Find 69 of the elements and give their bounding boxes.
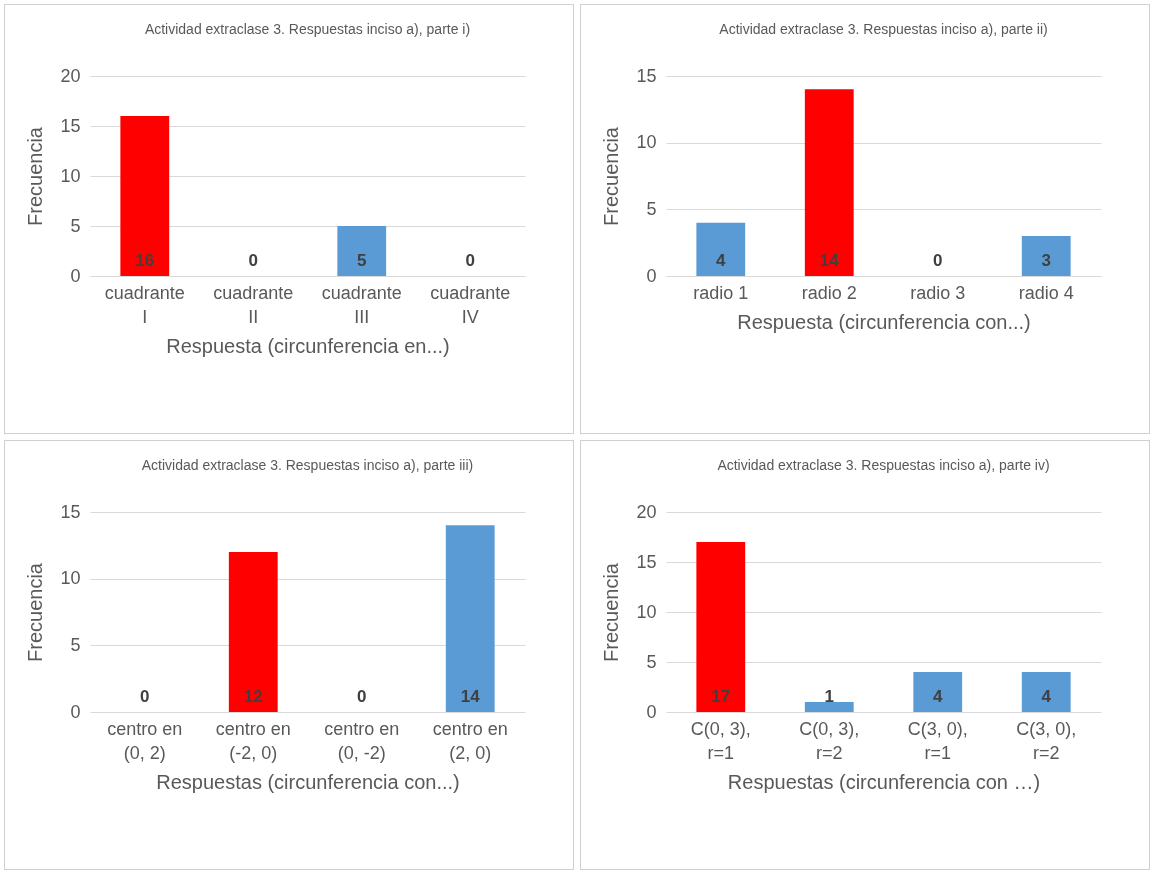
x-tick-label: centro en (0, -2) xyxy=(324,718,400,763)
y-tick-label: 10 xyxy=(60,568,81,589)
x-tick-label: radio 2 xyxy=(801,282,857,303)
x-tick-label: cuadrante II xyxy=(213,282,294,327)
x-tick-label: cuadrante I xyxy=(104,282,185,327)
y-tick-label: 20 xyxy=(60,65,81,86)
data-label: 1 xyxy=(824,687,834,706)
data-label: 14 xyxy=(819,251,840,270)
y-tick-label: 0 xyxy=(70,265,81,286)
bar xyxy=(696,222,746,276)
x-axis-title: Respuestas (circunferencia con...) xyxy=(156,770,460,793)
data-label: 4 xyxy=(716,251,727,270)
x-tick-label: cuadrante IV xyxy=(430,282,511,327)
data-label: 4 xyxy=(1041,687,1052,706)
y-tick-label: 0 xyxy=(646,701,657,722)
y-tick-label: 10 xyxy=(636,601,657,622)
data-label: 3 xyxy=(1041,251,1051,270)
x-tick-label: C(3, 0), r=1 xyxy=(907,718,968,763)
y-tick-label: 5 xyxy=(70,634,81,655)
bar xyxy=(1021,672,1071,712)
data-label: 4 xyxy=(933,687,944,706)
x-axis-title: Respuesta (circunferencia en...) xyxy=(166,334,450,357)
x-tick-label: radio 1 xyxy=(693,282,749,303)
y-tick-label: 15 xyxy=(60,501,81,522)
data-label: 0 xyxy=(465,251,475,270)
y-axis-title: Frecuencia xyxy=(24,126,47,226)
y-tick-label: 20 xyxy=(636,501,657,522)
x-tick-label: radio 3 xyxy=(910,282,966,303)
data-label: 16 xyxy=(135,251,155,270)
y-tick-label: 15 xyxy=(60,115,81,136)
y-tick-label: 5 xyxy=(646,198,657,219)
data-label: 14 xyxy=(460,687,481,706)
chart-title: Actividad extraclase 3. Respuestas inciso a), parte ii) xyxy=(719,21,1048,37)
x-tick-label: C(0, 3), r=1 xyxy=(690,718,751,763)
bar xyxy=(804,89,854,276)
bar xyxy=(696,542,746,712)
chart-title: Actividad extraclase 3. Respuestas inciso a), parte i) xyxy=(144,21,471,37)
x-tick-label: C(3, 0), r=2 xyxy=(1016,718,1077,763)
y-axis-title: Frecuencia xyxy=(24,562,47,662)
data-label: 0 xyxy=(248,251,258,270)
x-axis-title: Respuesta (circunferencia con...) xyxy=(737,310,1031,333)
y-axis-title: Frecuencia xyxy=(600,562,623,662)
data-label: 0 xyxy=(357,687,367,706)
data-label: 0 xyxy=(140,687,150,706)
y-tick-label: 5 xyxy=(70,215,81,236)
x-tick-label: radio 4 xyxy=(1018,282,1074,303)
chart-title: Actividad extraclase 3. Respuestas inciso a), parte iii) xyxy=(141,457,474,473)
bar xyxy=(804,702,854,712)
y-tick-label: 0 xyxy=(646,265,657,286)
chart-title: Actividad extraclase 3. Respuestas inciso a), parte iv) xyxy=(717,457,1050,473)
x-axis-title: Respuestas (circunferencia con …) xyxy=(727,770,1041,793)
y-axis-title: Frecuencia xyxy=(600,126,623,226)
x-tick-label: centro en (0, 2) xyxy=(107,718,183,763)
data-label: 0 xyxy=(933,251,943,270)
x-tick-label: centro en (-2, 0) xyxy=(215,718,291,763)
data-label: 12 xyxy=(243,687,263,706)
y-tick-label: 10 xyxy=(636,132,657,153)
y-tick-label: 15 xyxy=(636,65,657,86)
y-tick-label: 15 xyxy=(636,551,657,572)
bar xyxy=(913,672,963,712)
y-tick-label: 10 xyxy=(60,165,81,186)
data-label: 17 xyxy=(711,687,731,706)
x-tick-label: centro en (2, 0) xyxy=(432,718,508,763)
data-label: 5 xyxy=(357,251,367,270)
x-tick-label: C(0, 3), r=2 xyxy=(799,718,860,763)
y-tick-label: 5 xyxy=(646,651,657,672)
y-tick-label: 0 xyxy=(70,701,81,722)
x-tick-label: cuadrante III xyxy=(321,282,402,327)
bar xyxy=(1021,236,1071,276)
